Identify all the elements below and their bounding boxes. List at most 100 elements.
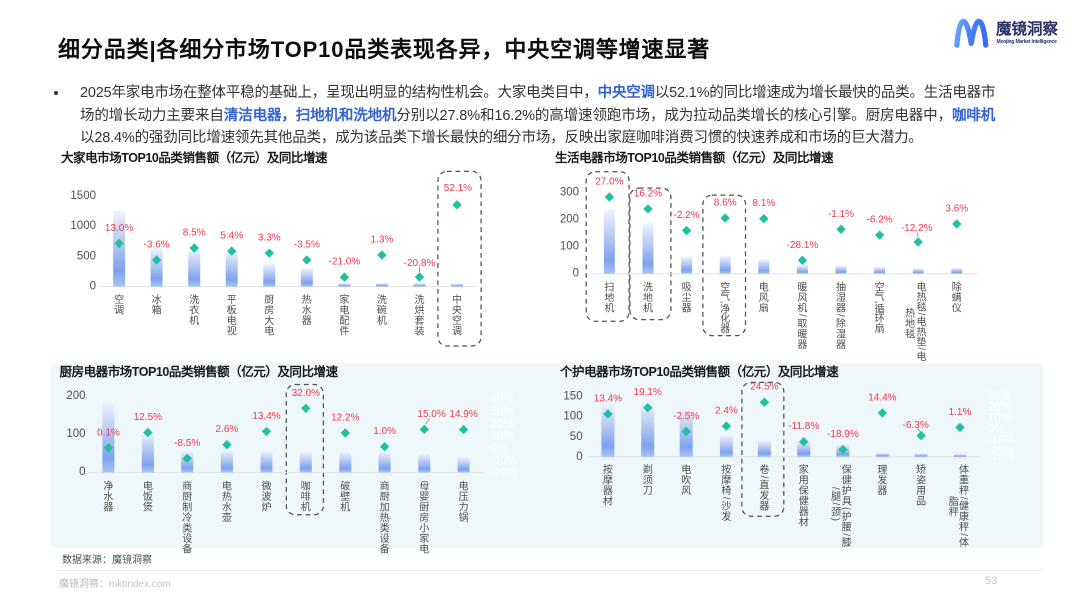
svg-text:中: 中 — [452, 293, 462, 306]
svg-text:机: 机 — [377, 314, 387, 327]
svg-text:热: 热 — [222, 490, 232, 503]
svg-text:发: 发 — [877, 474, 887, 487]
svg-text:200: 200 — [560, 213, 579, 225]
svg-text:用: 用 — [799, 476, 809, 487]
svg-text:器: 器 — [603, 485, 613, 497]
svg-text:壁: 壁 — [340, 490, 350, 503]
svg-text:空: 空 — [114, 293, 124, 306]
svg-text:/: / — [830, 502, 841, 505]
svg-text:调: 调 — [452, 326, 462, 338]
svg-text:材: 材 — [799, 516, 809, 529]
svg-text:扫: 扫 — [604, 280, 614, 293]
svg-text:热: 热 — [917, 291, 927, 304]
svg-text:碗: 碗 — [377, 304, 387, 317]
svg-text:/: / — [915, 313, 926, 316]
svg-text:电: 电 — [143, 479, 153, 492]
svg-text:40%: 40% — [491, 394, 514, 406]
svg-text:器: 器 — [302, 315, 312, 327]
svg-text:煲: 煲 — [143, 500, 153, 513]
svg-text:材: 材 — [603, 495, 613, 508]
svg-text:器: 器 — [799, 506, 809, 518]
svg-text:件: 件 — [339, 326, 349, 338]
svg-text:1.0%: 1.0% — [373, 426, 396, 437]
svg-text:扇: 扇 — [875, 322, 885, 335]
svg-text:-20.8%: -20.8% — [404, 258, 436, 269]
svg-text:家: 家 — [339, 293, 349, 306]
svg-text:气: 气 — [720, 290, 730, 303]
svg-text:卷: 卷 — [759, 463, 769, 476]
svg-text:房: 房 — [419, 511, 429, 524]
svg-text:地: 地 — [905, 317, 915, 330]
svg-text:/: / — [796, 314, 807, 317]
svg-text:/: / — [720, 497, 731, 500]
svg-text:1500: 1500 — [70, 190, 96, 202]
svg-text:电: 电 — [681, 463, 691, 476]
svg-text:力: 力 — [459, 500, 469, 513]
svg-text:商: 商 — [380, 479, 390, 492]
svg-text:机: 机 — [189, 314, 199, 327]
svg-text:具: 具 — [842, 496, 852, 508]
svg-text:环: 环 — [875, 314, 885, 325]
svg-text:姿: 姿 — [916, 474, 926, 487]
svg-text:3.3%: 3.3% — [258, 233, 281, 244]
svg-text:水: 水 — [222, 501, 232, 513]
svg-text:热: 热 — [302, 293, 312, 306]
svg-text:0.1%: 0.1% — [97, 427, 120, 438]
svg-text:8.1%: 8.1% — [752, 198, 775, 209]
svg-text:取: 取 — [797, 318, 807, 330]
svg-text:-28.1%: -28.1% — [787, 240, 819, 251]
svg-text:0: 0 — [79, 466, 85, 478]
svg-text:-11.8%: -11.8% — [788, 421, 819, 432]
svg-text:100: 100 — [560, 241, 579, 253]
svg-text:洗: 洗 — [643, 281, 653, 293]
svg-text:微: 微 — [262, 479, 272, 492]
svg-text:箱: 箱 — [152, 304, 162, 317]
svg-text:,: , — [873, 301, 884, 304]
svg-text:暖: 暖 — [797, 327, 807, 340]
svg-text:体: 体 — [959, 537, 969, 549]
svg-text:器: 器 — [759, 501, 769, 513]
svg-text:-10%: -10% — [491, 455, 518, 467]
svg-text:螨: 螨 — [952, 292, 962, 304]
svg-text:电: 电 — [917, 280, 927, 293]
svg-text:类: 类 — [380, 521, 390, 534]
svg-text:8.6%: 8.6% — [714, 198, 737, 209]
svg-text:婴: 婴 — [419, 491, 429, 503]
svg-text:壶: 壶 — [222, 511, 232, 524]
svg-text:冷: 冷 — [182, 511, 192, 524]
svg-text:-8.5%: -8.5% — [174, 438, 200, 449]
svg-text:100: 100 — [66, 428, 85, 440]
svg-text:0%: 0% — [491, 443, 508, 455]
svg-text:洗: 洗 — [189, 294, 199, 306]
svg-text:腿: 腿 — [831, 491, 841, 503]
svg-text:0: 0 — [576, 451, 582, 463]
svg-text:循: 循 — [875, 302, 885, 315]
svg-text:啡: 啡 — [301, 491, 311, 503]
svg-text:须: 须 — [643, 475, 653, 487]
svg-text:配: 配 — [339, 315, 349, 327]
svg-text:气: 气 — [875, 290, 885, 303]
svg-text:套: 套 — [415, 314, 425, 327]
svg-text:热: 热 — [380, 511, 390, 524]
svg-text:机: 机 — [604, 301, 614, 314]
svg-text:商: 商 — [182, 479, 192, 492]
svg-text:/: / — [915, 347, 926, 350]
svg-text:19.1%: 19.1% — [634, 387, 662, 398]
svg-text:电: 电 — [759, 280, 769, 293]
svg-text:饭: 饭 — [143, 491, 153, 503]
svg-text:除: 除 — [952, 280, 962, 293]
svg-text:地: 地 — [643, 291, 653, 304]
svg-text:用: 用 — [916, 486, 926, 497]
svg-text:平: 平 — [227, 295, 237, 306]
svg-text:直: 直 — [759, 479, 769, 492]
svg-text:10%: 10% — [491, 431, 514, 443]
svg-text:理: 理 — [877, 464, 887, 476]
svg-text:12.5%: 12.5% — [134, 412, 162, 423]
svg-text:保: 保 — [799, 484, 809, 497]
svg-text:-20%: -20% — [988, 446, 1015, 458]
svg-text:器: 器 — [836, 302, 846, 314]
svg-text:-10%: -10% — [988, 435, 1015, 447]
svg-text:膝: 膝 — [842, 536, 852, 549]
svg-text:2.4%: 2.4% — [715, 406, 738, 417]
svg-text:2.6%: 2.6% — [216, 424, 239, 435]
